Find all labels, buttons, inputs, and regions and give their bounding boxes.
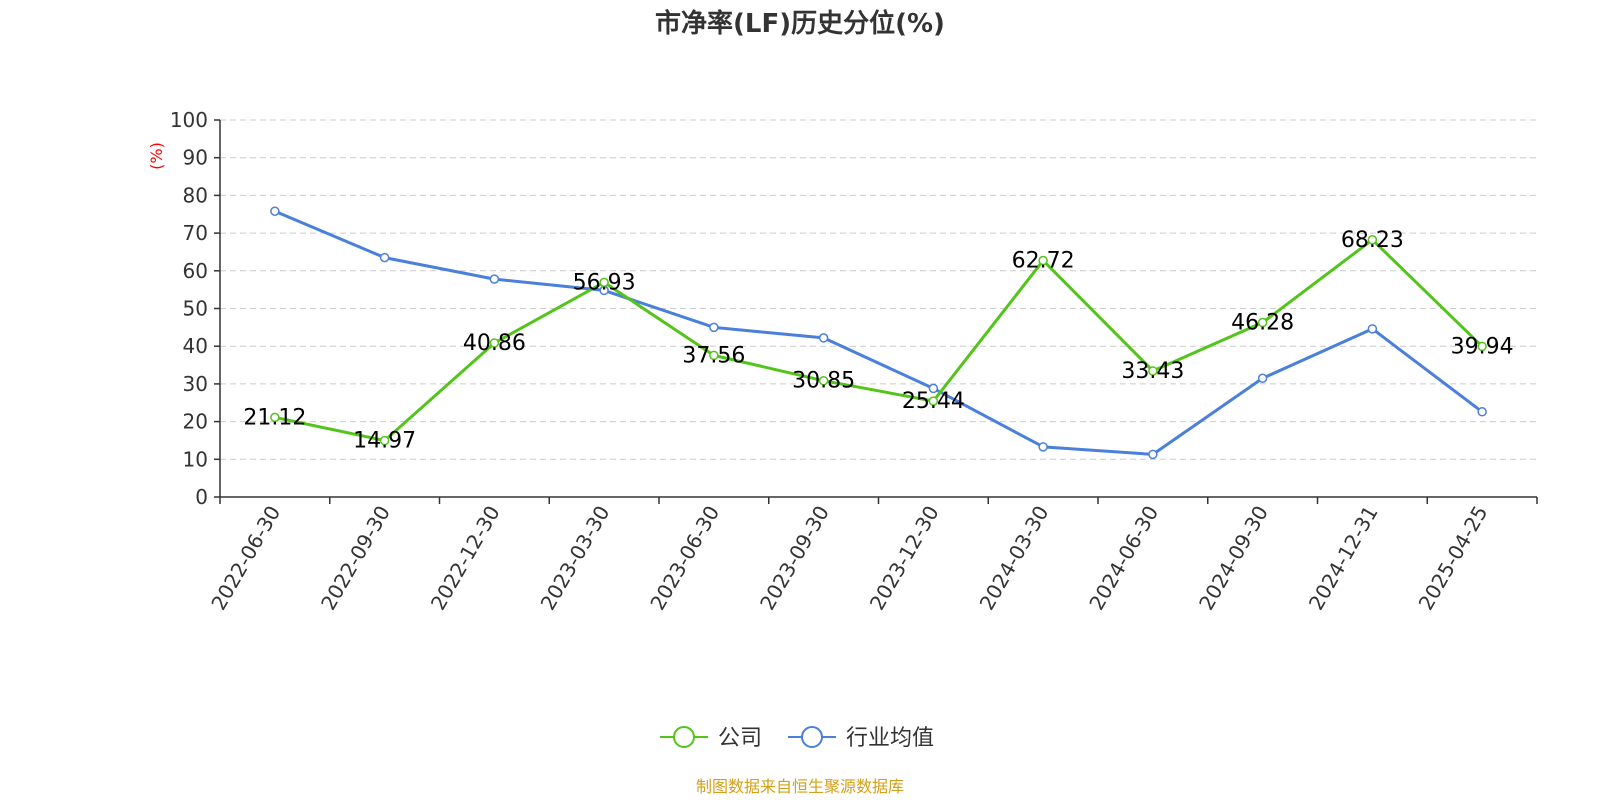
y-tick-label: 70 — [183, 221, 208, 245]
legend-marker-industry-avg — [801, 726, 823, 748]
chart-title: 市净率(LF)历史分位(%) — [655, 8, 945, 39]
data-labels: 21.12 14.97 40.86 56.93 37.56 30.85 25.44 62.72… — [243, 228, 1513, 454]
data-label: 14.97 — [353, 429, 416, 454]
data-point — [1148, 449, 1158, 460]
x-tick-labels: 2022-06-30 2022-09-30 2022-12-30 2023-03-30… — [206, 497, 1538, 615]
y-tick-label: 60 — [183, 259, 208, 283]
data-point — [379, 252, 390, 263]
legend-item-industry-avg[interactable]: 行业均值 — [788, 726, 934, 751]
data-label: 37.56 — [682, 343, 745, 368]
data-point — [489, 338, 500, 348]
y-axis-label: (%) — [147, 142, 166, 170]
gridlines — [220, 119, 1537, 460]
data-label: 68.23 — [1341, 228, 1404, 253]
series-line — [274, 238, 1484, 443]
data-point — [1367, 324, 1378, 334]
x-tick-label: 2023-12-30 — [865, 502, 944, 615]
x-tick-label: 2023-06-30 — [645, 502, 724, 615]
data-label: 21.12 — [243, 405, 306, 430]
series-line — [274, 209, 1484, 456]
x-tick-label: 2024-12-31 — [1304, 502, 1383, 615]
y-tick-label: 30 — [183, 372, 208, 396]
legend[interactable]: 公司 行业均值 — [660, 726, 934, 751]
y-tick-label: 0 — [195, 485, 208, 509]
x-tick-label: 2023-09-30 — [755, 502, 834, 615]
data-point — [379, 435, 390, 446]
data-point — [709, 322, 719, 333]
x-tick-label: 2022-06-30 — [206, 502, 285, 615]
data-point — [1148, 366, 1158, 376]
data-label: 40.86 — [463, 331, 526, 356]
data-label: 25.44 — [902, 389, 965, 414]
x-tick-label: 2025-04-25 — [1414, 502, 1493, 615]
data-label: 62.72 — [1012, 249, 1075, 274]
data-point — [1257, 317, 1268, 328]
data-label: 30.85 — [792, 369, 855, 394]
x-tick-label: 2022-09-30 — [316, 502, 395, 615]
data-label: 39.94 — [1451, 334, 1514, 359]
y-tick-label: 100 — [170, 108, 208, 132]
legend-marker-company — [673, 726, 695, 748]
data-point — [1367, 235, 1378, 245]
data-point — [489, 274, 500, 284]
legend-label-industry-avg: 行业均值 — [846, 726, 934, 751]
x-tick-label: 2022-12-30 — [426, 502, 505, 615]
y-tick-label: 90 — [183, 146, 208, 170]
data-label: 46.28 — [1231, 311, 1294, 336]
data-point — [270, 412, 280, 423]
legend-label-company: 公司 — [718, 726, 762, 751]
y-tick-label: 20 — [183, 410, 208, 434]
data-point — [1038, 442, 1048, 452]
data-point — [709, 350, 719, 361]
data-point — [818, 333, 829, 343]
y-tick-labels: 0 10 20 30 40 50 60 70 80 90 100 — [170, 108, 220, 509]
data-label: 56.93 — [573, 270, 636, 295]
x-tick-label: 2024-03-30 — [975, 502, 1054, 615]
data-point — [1257, 373, 1268, 383]
source-note: 制图数据来自恒生聚源数据库 — [696, 777, 904, 796]
y-tick-label: 50 — [183, 297, 208, 321]
data-point — [928, 383, 939, 394]
data-point — [928, 396, 939, 406]
axes — [219, 120, 1537, 498]
series-lines — [270, 206, 1487, 460]
y-tick-label: 80 — [183, 183, 208, 207]
legend-item-company[interactable]: 公司 — [660, 726, 762, 751]
y-tick-label: 40 — [183, 334, 208, 358]
data-point — [1477, 407, 1487, 417]
data-label: 33.43 — [1121, 359, 1184, 384]
x-tick-label: 2023-03-30 — [536, 502, 615, 615]
x-tick-label: 2024-09-30 — [1194, 502, 1273, 615]
data-point — [1477, 341, 1487, 352]
data-point — [599, 277, 609, 288]
data-point — [270, 206, 280, 216]
x-tick-label: 2024-06-30 — [1084, 502, 1163, 615]
data-point — [1038, 255, 1048, 266]
y-tick-label: 10 — [183, 447, 208, 471]
data-point — [818, 375, 829, 386]
